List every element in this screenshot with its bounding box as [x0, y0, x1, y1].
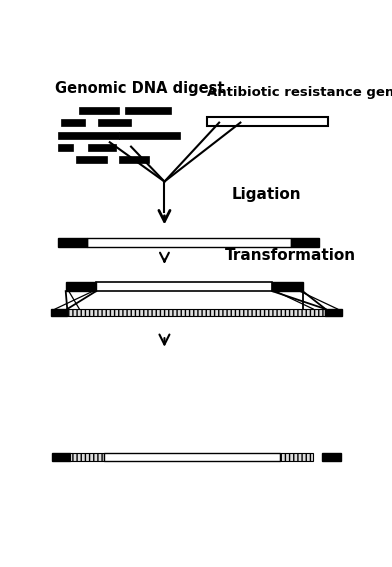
Bar	[98, 119, 131, 126]
Bar	[325, 309, 342, 316]
Bar	[52, 452, 70, 460]
Bar	[119, 132, 180, 139]
Bar	[58, 144, 73, 151]
Bar	[66, 282, 96, 291]
Bar	[58, 238, 87, 247]
Bar	[272, 282, 303, 291]
Bar	[103, 452, 280, 460]
Bar	[125, 107, 171, 114]
Bar	[96, 282, 272, 291]
Bar	[119, 156, 149, 163]
Bar	[67, 309, 325, 316]
Text: Genomic DNA digest: Genomic DNA digest	[55, 81, 225, 96]
Bar	[322, 452, 341, 460]
Bar	[207, 117, 328, 126]
Bar	[61, 119, 85, 126]
Bar	[87, 238, 290, 247]
Text: Antibiotic resistance gene: Antibiotic resistance gene	[207, 86, 392, 99]
Bar	[76, 156, 107, 163]
Bar	[58, 132, 119, 139]
Bar	[290, 238, 319, 247]
Text: Ligation: Ligation	[231, 187, 301, 202]
Bar	[89, 144, 116, 151]
Bar	[51, 309, 67, 316]
Bar	[79, 107, 119, 114]
Bar	[70, 452, 103, 460]
Bar	[280, 452, 313, 460]
Text: Transformation: Transformation	[225, 248, 356, 263]
